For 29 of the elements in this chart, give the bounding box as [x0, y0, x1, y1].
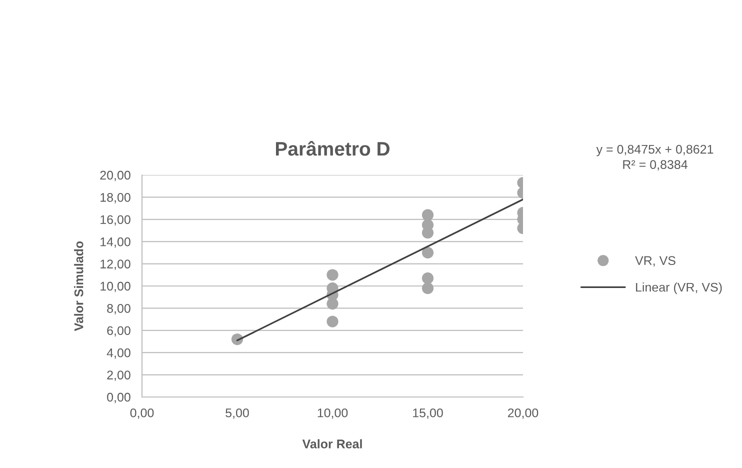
y-tick-label: 20,00	[100, 170, 130, 182]
x-tick-label: 5,00	[226, 408, 249, 419]
y-tick-label: 4,00	[106, 348, 130, 359]
text: y = 0,8475x + 0,8621 R² = 0,8384	[596, 144, 714, 170]
x-tick-label: 10,00	[318, 408, 348, 419]
y-axis-title: Valor Simulado	[74, 241, 84, 332]
x-tick-label: 20,00	[508, 408, 538, 419]
point	[422, 272, 434, 284]
y-tick-label: 6,00	[107, 326, 130, 337]
point	[326, 316, 338, 328]
legend-label: VR, VS	[635, 256, 676, 267]
point	[422, 246, 434, 259]
x-axis-title: Valor Real	[302, 439, 362, 448]
y-tick-label: 10,00	[100, 282, 130, 292]
y-tick-label: 0,00	[107, 392, 130, 404]
legend-label: Linear (VR, VS)	[636, 282, 722, 294]
y-tick-label: 16,00	[100, 215, 130, 226]
x-tick-label: 15,00	[413, 408, 443, 419]
point	[326, 298, 338, 310]
point	[326, 269, 338, 281]
point	[422, 282, 434, 294]
chart-title: Parâmetro D	[276, 141, 390, 156]
point	[422, 209, 434, 221]
y-tick-label: 18,00	[100, 193, 130, 204]
y-tick-label: 2,00	[107, 370, 130, 381]
x-tick-label: 0,00	[130, 408, 154, 419]
y-tick-label: 12,00	[100, 260, 130, 270]
y-tick-label: 14,00	[100, 237, 130, 248]
y-tick-label: 8,00	[107, 304, 130, 314]
